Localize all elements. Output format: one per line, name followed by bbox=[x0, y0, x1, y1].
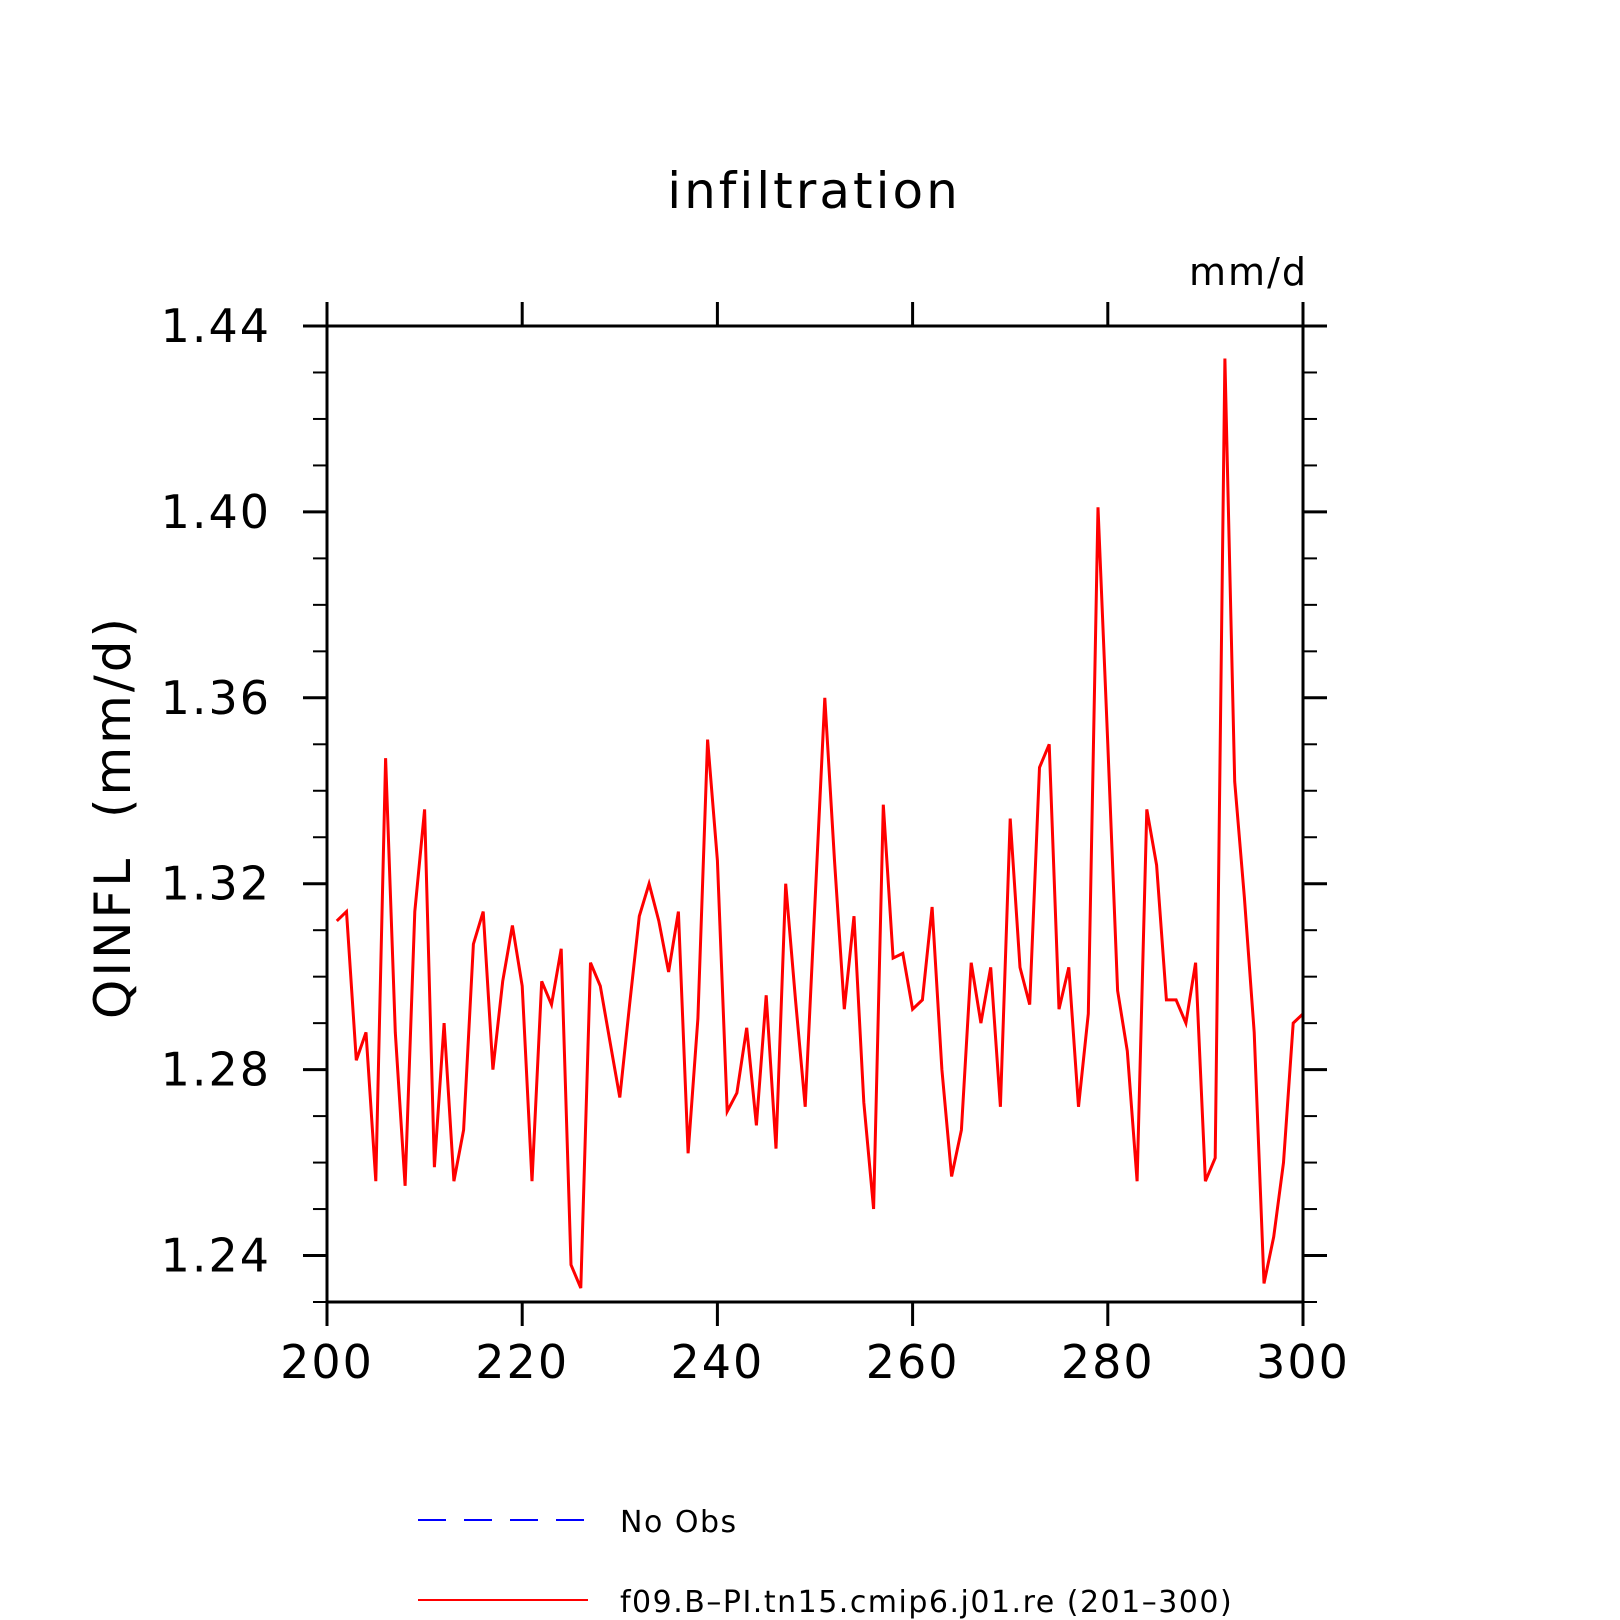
x-tick-label: 300 bbox=[1256, 1335, 1350, 1389]
legend-label-0: No Obs bbox=[620, 1505, 738, 1540]
x-tick-label: 200 bbox=[280, 1335, 374, 1389]
chart-title: infiltration bbox=[667, 162, 961, 220]
plot-frame bbox=[325, 324, 1305, 1304]
x-tick-label: 260 bbox=[866, 1335, 960, 1389]
axis-tick-labels: 200 220 240 260 280 300 1.24 1.28 1.32 1.36 1.40 1.… bbox=[161, 299, 1350, 1389]
x-tick-label: 240 bbox=[670, 1335, 764, 1389]
y-tick-label: 1.28 bbox=[161, 1043, 271, 1097]
legend-label-1: f09.B–PI.tn15.cmip6.j01.re (201–300) bbox=[620, 1585, 1233, 1620]
x-tick-label: 220 bbox=[475, 1335, 569, 1389]
units-label: mm/d bbox=[1189, 250, 1308, 294]
y-axis-label: QINFL (mm/d) bbox=[84, 615, 142, 1019]
series-line-1 bbox=[335, 358, 1305, 1289]
axis-ticks bbox=[303, 302, 1327, 1326]
y-tick-label: 1.44 bbox=[161, 299, 271, 353]
y-tick-label: 1.32 bbox=[161, 857, 271, 911]
y-tick-label: 1.24 bbox=[161, 1229, 271, 1283]
x-tick-label: 280 bbox=[1061, 1335, 1155, 1389]
series-layer bbox=[335, 358, 1305, 1289]
y-tick-label: 1.40 bbox=[161, 485, 271, 539]
legend: No Obs f09.B–PI.tn15.cmip6.j01.re (201–30… bbox=[418, 1505, 1233, 1620]
y-tick-label: 1.36 bbox=[161, 671, 271, 725]
